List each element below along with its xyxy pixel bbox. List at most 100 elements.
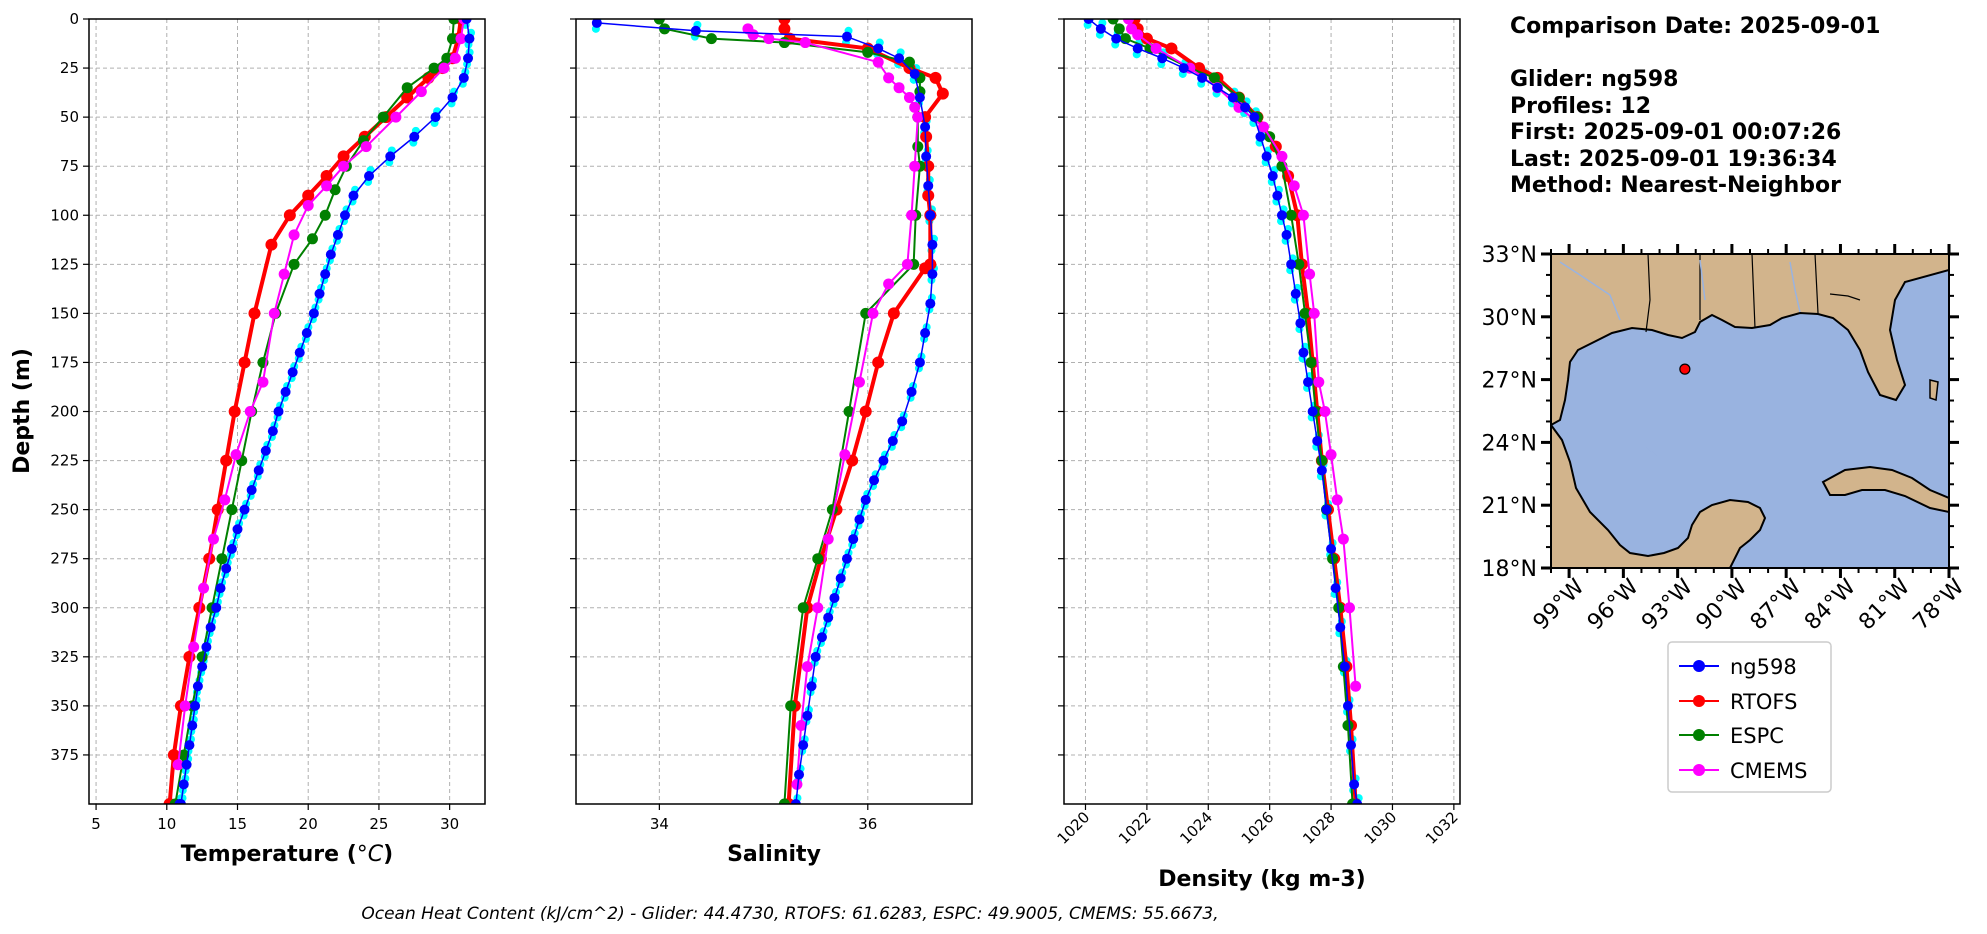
temperature-point-espc [377, 111, 389, 123]
temperature-ytick-label: 300 [50, 599, 79, 617]
salinity-point-cmems [883, 278, 895, 290]
temperature-ytick-label: 175 [50, 353, 79, 371]
density-point-ng598 [1281, 229, 1292, 240]
temperature-point-cmems [449, 52, 461, 64]
salinity-series-cmems [742, 23, 924, 790]
salinity-point-ng598 [925, 298, 936, 309]
temperature-series-group [163, 9, 476, 814]
density-xtick-label: 1028 [1299, 808, 1339, 848]
temperature-point-ng598 [267, 426, 278, 437]
density-point-ng598 [1132, 43, 1143, 54]
temperature-point-cmems [390, 111, 402, 123]
legend: ng598 RTOFS ESPC CMEMS [1667, 641, 1832, 793]
salinity-panel: 34 36 [570, 18, 973, 833]
legend-item-espc: ESPC [1679, 724, 1784, 748]
temperature-point-espc [446, 33, 458, 45]
map-lon-label: 96°W [1583, 574, 1644, 635]
temperature-point-ng598 [187, 720, 198, 731]
salinity-point-rtofs [859, 405, 872, 418]
map-lat-label: 21°N [1482, 494, 1537, 519]
density-point-ng598 [1083, 19, 1094, 24]
temperature-series-cmems [172, 19, 470, 771]
temperature-point-ng598 [232, 524, 243, 535]
salinity-point-cmems [909, 101, 921, 113]
density-xtick-label: 1032 [1422, 808, 1462, 848]
salinity-point-ng598 [909, 68, 920, 79]
salinity-point-cmems [812, 602, 824, 614]
salinity-point-ng598 [829, 592, 840, 603]
salinity-point-ng598 [816, 632, 827, 643]
temperature-point-ng598 [253, 465, 264, 476]
density-point-ng598 [1295, 318, 1306, 329]
salinity-point-ng598 [920, 328, 931, 338]
map-lon-label: 90°W [1692, 574, 1753, 635]
temperature-point-ng598 [205, 622, 216, 633]
salinity-point-rtofs [919, 262, 932, 275]
temperature-glider-individual-point [176, 806, 184, 814]
temperature-glider-individual-profiles [176, 9, 476, 814]
temperature-point-rtofs [320, 170, 333, 182]
temperature-point-ng598 [385, 151, 396, 162]
density-point-ng598 [1249, 112, 1260, 123]
temperature-point-rtofs [283, 209, 296, 222]
salinity-point-cmems [853, 376, 865, 388]
density-point-espc [1285, 209, 1297, 221]
salinity-point-cmems [893, 82, 905, 94]
legend-item-rtofs: RTOFS [1679, 690, 1797, 714]
density-point-ng598 [1276, 210, 1287, 221]
density-point-ng598 [1212, 82, 1223, 93]
density-point-espc [1293, 258, 1305, 270]
density-point-espc [1113, 23, 1125, 35]
temperature-label-main: Temperature ( [181, 842, 357, 867]
salinity-point-ng598 [914, 92, 925, 103]
density-point-espc [1208, 72, 1220, 84]
temperature-point-rtofs [302, 189, 315, 202]
temperature-ytick-label: 200 [50, 403, 79, 421]
temperature-point-cmems [438, 62, 450, 74]
density-point-cmems [1313, 376, 1325, 388]
density-series-ng598 [1083, 19, 1363, 804]
temperature-point-cmems [207, 533, 219, 545]
temperature-point-ng598 [463, 53, 474, 64]
density-point-ng598 [1272, 190, 1283, 201]
temperature-point-rtofs [248, 307, 261, 320]
temperature-point-cmems [188, 641, 200, 653]
temperature-point-espc [441, 52, 453, 64]
salinity-point-cmems [747, 29, 759, 41]
temperature-ytick-label: 100 [50, 206, 79, 224]
map-lon-label: 87°W [1746, 574, 1807, 635]
salinity-point-ng598 [794, 769, 805, 780]
density-point-ng598 [1303, 377, 1314, 388]
glider-name: Glider: ng598 [1510, 67, 1679, 92]
salinity-point-cmems [883, 72, 895, 84]
profile-count: Profiles: 12 [1510, 93, 1652, 119]
temperature-point-cmems [321, 180, 333, 192]
density-point-ng598 [1227, 92, 1238, 103]
temperature-glider-individual-point [464, 9, 472, 17]
salinity-point-cmems [909, 160, 921, 172]
temperature-point-ng598 [197, 661, 208, 672]
temperature-point-ng598 [461, 19, 472, 24]
temperature-point-cmems [172, 759, 184, 771]
salinity-xtick-label: 34 [650, 815, 669, 833]
salinity-point-ng598 [806, 681, 817, 692]
density-point-cmems [1319, 406, 1331, 417]
temperature-point-rtofs [401, 91, 414, 104]
salinity-point-ng598 [841, 553, 852, 564]
temperature-point-cmems [244, 406, 256, 417]
map-lat-label: 24°N [1482, 431, 1537, 456]
temperature-point-cmems [455, 33, 467, 45]
density-point-espc [1342, 720, 1354, 731]
salinity-point-ng598 [823, 612, 834, 623]
temperature-point-ng598 [192, 681, 203, 692]
salinity-point-rtofs [887, 307, 900, 320]
salinity-point-espc [912, 141, 924, 153]
density-point-ng598 [1346, 740, 1357, 751]
density-point-ng598 [1286, 259, 1297, 270]
temperature-point-ng598 [190, 700, 201, 711]
legend-marker-cmems [1693, 764, 1705, 776]
temperature-point-espc [196, 651, 208, 663]
salinity-point-ng598 [887, 435, 898, 446]
temperature-point-ng598 [273, 406, 284, 417]
